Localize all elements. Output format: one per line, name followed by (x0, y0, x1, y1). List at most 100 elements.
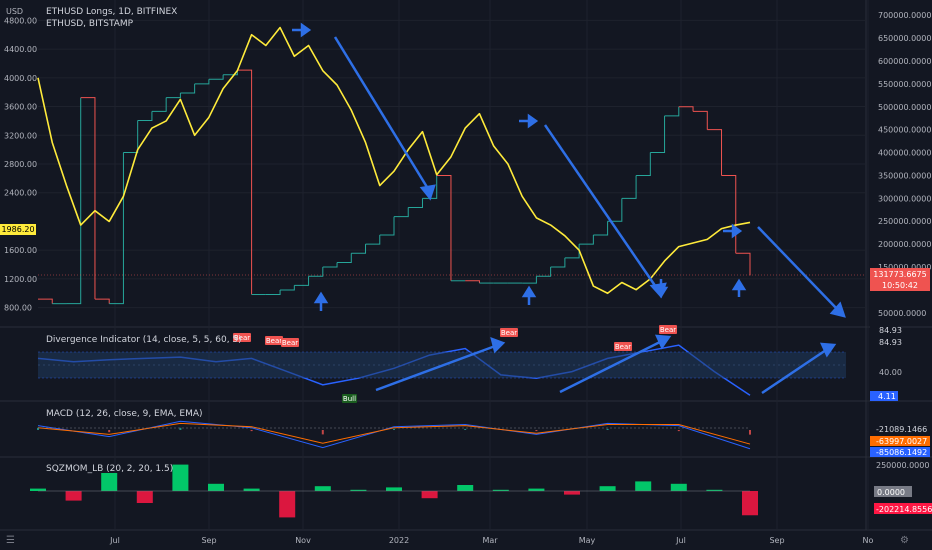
longs-segment (465, 280, 480, 284)
sqz-bar (670, 483, 687, 491)
longs-segment (436, 174, 452, 281)
longs-segment (351, 244, 367, 254)
sqz-zero: 0.0000 (877, 488, 905, 497)
y-left-tick-label: 800.00 (4, 304, 32, 313)
macd-tag-1[interactable]: -21089.1466 (870, 424, 930, 434)
bear-label-text: Bear (501, 329, 517, 337)
longs-segment (194, 79, 210, 85)
macd-title[interactable]: MACD (12, 26, close, 9, EMA, EMA) (46, 409, 203, 419)
div-arrow-2[interactable] (559, 338, 665, 394)
current-price-tag[interactable]: 1986.20 (0, 224, 36, 235)
bear-label-text: Bear (615, 343, 631, 351)
div-arrow-3-head (819, 342, 837, 358)
y-left-tick-label: 4400.00 (4, 45, 37, 54)
longs-segment (208, 74, 224, 80)
sqz-bar (172, 464, 189, 491)
bear-label-1[interactable]: Bear (233, 333, 251, 342)
bear-label-3[interactable]: Bear (281, 338, 299, 347)
longs-segment (80, 97, 96, 300)
longs-segment (265, 289, 281, 296)
tradingview-logo-icon[interactable]: ☰ (6, 535, 15, 546)
longs-segment (650, 115, 666, 154)
macd-tag-3[interactable]: -85086.1492 (870, 447, 930, 457)
longs-series (38, 69, 751, 305)
div-arrow-1[interactable] (375, 343, 499, 392)
longs-value: 131773.6675 (873, 270, 926, 279)
y-left-tick-label: 4000.00 (4, 74, 37, 83)
macd-value-2: -63997.0027 (876, 437, 927, 446)
y-right-tick-label: 150000.0000 (878, 263, 931, 272)
macd-histogram-bar (749, 430, 751, 435)
longs-segment (237, 69, 253, 295)
longs-segment (123, 120, 139, 154)
bear-label-6[interactable]: Bear (659, 325, 677, 334)
bear-label-text: Bear (266, 337, 282, 345)
macd-histogram-bar (677, 430, 680, 432)
down-arrow-1-head (653, 286, 669, 299)
sqz-bar (742, 491, 758, 516)
sqz-bar (136, 491, 153, 503)
price-series (37, 26, 751, 295)
bear-label-5[interactable]: Bear (614, 342, 632, 351)
longs-segment (109, 152, 124, 305)
x-tick-label: Sep (201, 536, 216, 545)
longs-segment (579, 234, 594, 245)
longs-segment (536, 267, 552, 277)
countdown: 10:50:42 (882, 281, 918, 290)
up-arrow-3-head (731, 278, 747, 291)
trend-arrow-3[interactable] (757, 226, 839, 311)
bull-label-text: Bull (343, 395, 356, 403)
y-right-tick-label: 550000.0000 (878, 80, 931, 89)
main-title[interactable]: ETHUSD Longs, 1D, BITFINEX (46, 7, 177, 17)
y-right-tick-label: 650000.0000 (878, 34, 931, 43)
bear-label-2[interactable]: Bear (265, 336, 283, 345)
x-tick-label: Jul (109, 536, 120, 545)
div-arrow-1-head (490, 337, 506, 354)
longs-segment (337, 253, 352, 263)
div-value-mid: 40.00 (879, 368, 902, 377)
longs-segment (593, 221, 609, 236)
sqz-current-tag[interactable]: -202214.8556 (874, 503, 932, 514)
current-price: 1986.20 (1, 225, 34, 234)
sqz-bar (599, 486, 616, 491)
trend-arrow-1-head (419, 184, 436, 201)
sqzmom-title[interactable]: SQZMOM_LB (20, 2, 20, 1.5) (46, 464, 173, 474)
longs-price-tag[interactable]: 131773.6675 10:50:42 (870, 268, 930, 291)
x-tick-label: Nov (295, 536, 311, 545)
sqz-bar (243, 488, 260, 491)
longs-segment (94, 298, 110, 304)
bear-label-4[interactable]: Bear (500, 328, 518, 337)
y-right-tick-label: 250000.0000 (878, 217, 931, 226)
trend-arrow-1[interactable] (333, 36, 432, 193)
sub-title[interactable]: ETHUSD, BITSTAMP (46, 19, 134, 29)
longs-segment (137, 111, 153, 121)
divergence-title[interactable]: Divergence Indicator (14, close, 5, 5, 6… (46, 335, 242, 345)
y-right-tick-label: 450000.0000 (878, 126, 931, 135)
settings-icon[interactable]: ⚙ (900, 535, 909, 546)
trend-arrow-2[interactable] (543, 124, 660, 291)
x-tick-label: 2022 (389, 536, 409, 545)
sqz-bar (492, 489, 509, 491)
bear-label-text: Bear (234, 334, 250, 342)
y-left-tick-label: 4800.00 (4, 16, 37, 25)
y-right-tick-label: 400000.0000 (878, 149, 931, 158)
bull-label-1[interactable]: Bull (342, 394, 357, 403)
sqz-zero-tag[interactable]: 0.0000 (874, 486, 912, 497)
y-right-tick-label: 700000.0000 (878, 11, 931, 20)
longs-segment (322, 262, 338, 268)
y-right-tick-label: 600000.0000 (878, 57, 931, 66)
bear-label-text: Bear (660, 326, 676, 334)
macd-tag-2[interactable]: -63997.0027 (870, 436, 930, 446)
macd-histogram-bar (535, 430, 538, 432)
longs-segment (394, 207, 409, 218)
div-top-tag[interactable]: 84.93 (870, 325, 902, 335)
longs-segment (365, 234, 381, 245)
div-arrow-3[interactable] (761, 346, 830, 395)
div-current-tag[interactable]: 4.11 (870, 391, 898, 401)
sqz-bar (30, 488, 46, 491)
div-value-top: 84.93 (879, 326, 902, 335)
x-tick-label: Sep (769, 536, 784, 545)
div-value-current: 4.11 (878, 392, 896, 401)
